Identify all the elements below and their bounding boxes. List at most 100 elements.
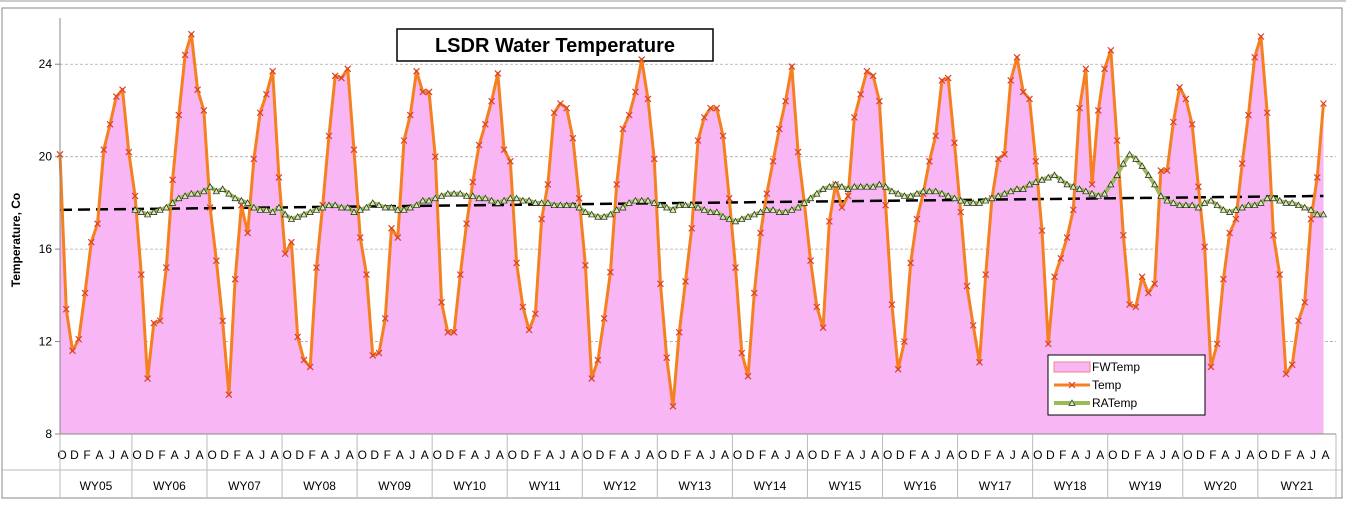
marker [187, 30, 195, 38]
marker [1282, 370, 1290, 378]
x-tick-label: J [259, 448, 265, 462]
marker [550, 201, 558, 209]
x-tick-label: A [171, 448, 179, 462]
x-tick-label: O [1033, 448, 1042, 462]
marker [69, 347, 76, 355]
marker [381, 315, 389, 322]
marker [544, 199, 552, 206]
marker [1188, 201, 1196, 209]
marker [1269, 194, 1278, 202]
group-label: WY13 [679, 479, 712, 493]
marker [306, 208, 314, 215]
marker [162, 203, 170, 211]
marker [769, 157, 777, 165]
marker [475, 141, 483, 149]
marker [394, 234, 402, 241]
x-tick-label: J [1010, 448, 1016, 462]
marker [1088, 189, 1096, 197]
marker [137, 208, 145, 215]
marker [1138, 273, 1146, 281]
marker [494, 70, 502, 77]
marker [750, 289, 758, 297]
marker [162, 264, 170, 272]
x-tick-label: A [246, 448, 254, 462]
marker [1201, 199, 1209, 206]
marker [575, 203, 583, 211]
x-tick-label: O [583, 448, 592, 462]
marker [431, 194, 439, 202]
x-tick-label: O [508, 448, 517, 462]
x-tick-label: J [559, 448, 565, 462]
marker [225, 391, 233, 399]
marker [500, 196, 508, 204]
marker [1263, 194, 1271, 202]
marker [913, 189, 921, 197]
marker [900, 338, 908, 345]
marker [212, 257, 220, 265]
x-tick-label: O [808, 448, 817, 462]
marker [388, 224, 395, 232]
marker [894, 365, 902, 373]
marker [1313, 174, 1321, 181]
group-label: WY18 [1054, 479, 1087, 493]
marker [775, 125, 783, 133]
marker [738, 215, 746, 222]
marker [875, 97, 883, 105]
marker [1063, 180, 1071, 188]
group-label: WY09 [378, 479, 411, 493]
marker [475, 194, 483, 202]
marker [1244, 201, 1253, 209]
marker [1282, 199, 1290, 206]
marker [100, 146, 108, 154]
marker [1038, 176, 1046, 183]
marker [1094, 107, 1102, 114]
x-tick-label: A [1221, 448, 1229, 462]
marker [863, 67, 871, 75]
x-tick-label: O [658, 448, 667, 462]
x-tick-label: A [196, 448, 204, 462]
marker [363, 271, 370, 278]
marker [1107, 46, 1115, 54]
marker [744, 213, 752, 220]
marker [607, 268, 614, 276]
marker [1119, 231, 1127, 239]
x-tick-label: A [946, 448, 954, 462]
marker [938, 189, 946, 197]
marker [187, 189, 195, 197]
marker [1307, 206, 1315, 213]
marker [744, 372, 752, 380]
marker [838, 204, 846, 211]
legend-marker [1068, 399, 1076, 406]
y-axis-label: Temperature, Co [9, 193, 23, 287]
marker [606, 210, 615, 218]
marker [688, 224, 696, 232]
marker [907, 192, 915, 199]
marker [1276, 196, 1284, 204]
marker [513, 259, 521, 267]
marker [206, 204, 214, 211]
marker [669, 402, 677, 410]
marker [1307, 215, 1315, 223]
marker [300, 356, 308, 364]
marker [763, 206, 771, 213]
x-tick-label: F [984, 448, 991, 462]
marker [519, 196, 527, 204]
marker [819, 185, 827, 192]
marker [1051, 273, 1058, 281]
marker [406, 203, 414, 211]
marker [350, 146, 358, 154]
x-tick-label: A [1246, 448, 1254, 462]
marker [1013, 185, 1021, 192]
marker [969, 199, 977, 206]
x-tick-label: J [484, 448, 490, 462]
marker [1257, 199, 1265, 206]
marker [988, 194, 996, 202]
group-label: WY05 [80, 479, 113, 493]
marker [125, 148, 133, 156]
marker [344, 203, 352, 211]
marker [957, 196, 965, 204]
x-tick-label: F [233, 448, 240, 462]
x-tick-label: O [733, 448, 742, 462]
group-label: WY15 [829, 479, 862, 493]
marker [1188, 120, 1196, 128]
